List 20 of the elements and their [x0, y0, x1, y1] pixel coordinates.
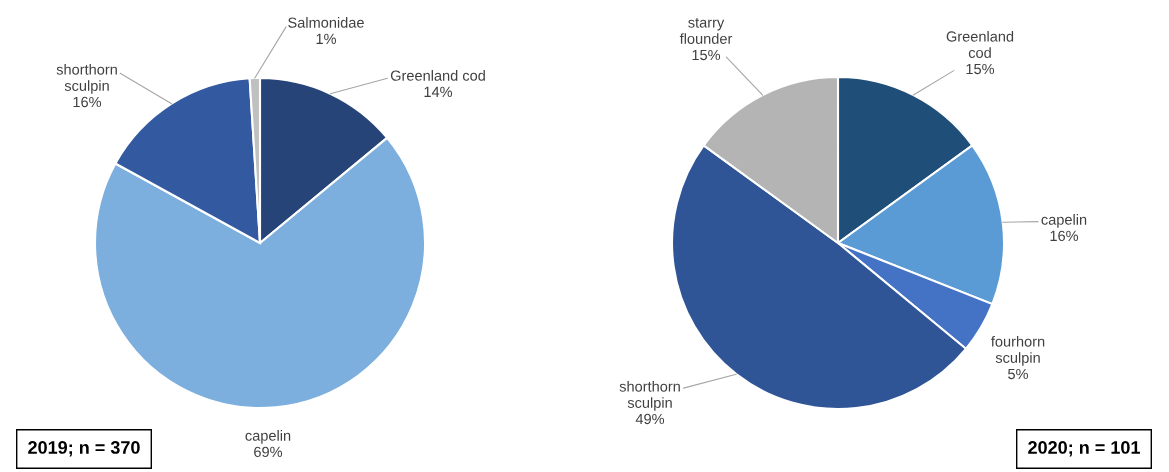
slice-label: starry flounder — [679, 18, 733, 44]
text: 2019; n = 370 — [28, 441, 140, 457]
slice-label: fourhorn sculpin — [991, 335, 1045, 366]
slice-label: Salmonidae — [288, 17, 364, 28]
data-label: 15% — [692, 49, 721, 61]
data-label: 69% — [254, 446, 283, 458]
slice-label: Greenland cod — [390, 70, 485, 81]
slice-label: shorthorn sculpin — [56, 63, 117, 94]
data-label: 49% — [635, 413, 665, 425]
text: 2020; n = 101 — [1028, 441, 1140, 457]
slice-label: capelin — [1041, 214, 1087, 228]
slice-label: Greenland cod — [946, 30, 1014, 58]
data-label: 16% — [1050, 230, 1079, 242]
slice-label: capelin — [245, 430, 291, 444]
data-label: 15% — [966, 63, 995, 75]
data-label: 14% — [424, 86, 453, 97]
data-label: 16% — [73, 96, 102, 108]
data-label: 5% — [1008, 368, 1029, 380]
slice-label: shorthorn sculpin — [619, 380, 680, 411]
data-label: 1% — [316, 33, 337, 44]
